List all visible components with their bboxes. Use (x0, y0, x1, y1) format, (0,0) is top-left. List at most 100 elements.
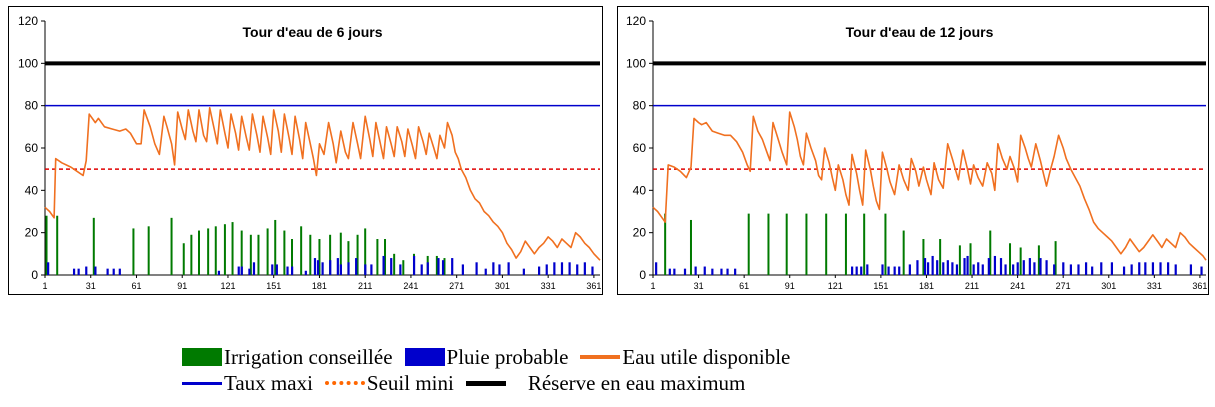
rain-bar (507, 262, 510, 275)
rain-bar (860, 266, 863, 275)
rain-bar (112, 268, 115, 275)
rain-bar (726, 268, 729, 275)
rain-bar (999, 258, 1003, 275)
rain-bar (286, 266, 289, 275)
rain-bar (1045, 260, 1048, 275)
y-tick-label: 40 (633, 183, 647, 197)
irrigation-bar (844, 213, 847, 275)
irrigation-bar (393, 253, 396, 275)
y-tick-label: 60 (25, 141, 39, 155)
irrigation-bar (291, 239, 294, 275)
irrigation-bar (257, 234, 260, 275)
x-tick-label: 91 (177, 281, 187, 291)
legend-label-rain: Pluie probable (446, 344, 569, 369)
rain-bar (1039, 258, 1042, 275)
irrigation-bar (376, 239, 379, 275)
irrigation-bar (92, 217, 95, 275)
rain-bar (955, 264, 959, 275)
rain-bar (851, 266, 854, 275)
rain-bar (475, 262, 478, 275)
irrigation-bar (147, 226, 150, 275)
irrigation-bar (689, 219, 692, 275)
chart-12-days: 0 20 40 60 80 100 120 1 31 61 91 121 151 181 211 241 271… (617, 6, 1209, 295)
legend-row-2: Taux maxi Seuil mini Réserve en eau maxi… (182, 370, 982, 396)
x-tick-label: 331 (1147, 281, 1162, 291)
rain-bar (492, 262, 495, 275)
legend-item-irrigation: Irrigation conseillée (182, 345, 393, 370)
chart-frame (617, 6, 1209, 295)
rain-bar (420, 264, 423, 275)
rain-bar (1062, 262, 1065, 275)
rain-bar (673, 268, 676, 275)
rain-bar (441, 260, 445, 275)
rain-bar (993, 255, 997, 275)
rain-bar (1091, 266, 1094, 275)
rain-bar (364, 264, 367, 275)
legend-swatch-water (580, 355, 621, 359)
irrigation-bar (339, 232, 342, 275)
rain-bar (591, 266, 594, 275)
rain-bar (304, 270, 307, 275)
irrigation-bar (1037, 245, 1040, 275)
rain-bar (1022, 260, 1025, 275)
rain-bar (390, 258, 393, 275)
rain-bar (217, 270, 221, 275)
irrigation-bar (182, 243, 185, 275)
irrigation-bar (300, 226, 303, 275)
rain-bar (412, 255, 416, 275)
rain-bar (942, 262, 945, 275)
rain-bar (1189, 264, 1193, 275)
rain-bar (568, 262, 571, 275)
irrigation-bar (989, 230, 992, 275)
rain-bar (94, 266, 97, 275)
chart-title: Tour d'eau de 6 jours (243, 24, 383, 40)
x-tick-label: 151 (873, 281, 888, 291)
rain-bar (926, 262, 930, 275)
chart-title: Tour d'eau de 12 jours (846, 24, 994, 40)
rain-bar (370, 264, 373, 275)
legend-item-water: Eau utile disponible (580, 345, 790, 370)
rain-bar (106, 268, 109, 275)
irrigation-bar (969, 243, 972, 275)
y-tick-label: 20 (25, 226, 39, 240)
rain-bar (1159, 262, 1162, 275)
rain-bar (355, 258, 358, 275)
legend-label-irrigation: Irrigation conseillée (224, 344, 393, 369)
rain-bar (399, 264, 402, 275)
rain-bar (271, 264, 274, 275)
legend-item-rain: Pluie probable (404, 344, 569, 370)
rain-bar (1016, 262, 1019, 275)
rain-bar (275, 264, 278, 275)
rain-bar (1053, 264, 1056, 275)
rain-bar (908, 264, 911, 275)
rain-bar (118, 268, 121, 275)
irrigation-bar (922, 239, 925, 275)
rain-bar (931, 255, 934, 275)
rain-bar (703, 266, 706, 275)
rain-bar (893, 266, 896, 275)
x-tick-label: 271 (1056, 281, 1071, 291)
rain-bar (1004, 264, 1007, 275)
rain-bar (855, 266, 858, 275)
irrigation-bar (231, 222, 234, 275)
rain-bar (711, 268, 714, 275)
x-tick-label: 61 (739, 281, 749, 291)
rain-bar (916, 260, 919, 275)
irrigation-bar (767, 213, 770, 275)
y-tick-label: 100 (18, 56, 38, 70)
rain-bar (313, 258, 317, 275)
y-tick-label: 0 (639, 268, 646, 282)
irrigation-bar (318, 239, 321, 275)
y-tick-label: 100 (626, 56, 646, 70)
rain-bar (560, 262, 564, 275)
irrigation-bar (266, 228, 269, 275)
irrigation-bar (283, 230, 286, 275)
irrigation-bar (443, 258, 446, 275)
rain-bar (1033, 262, 1036, 275)
legend-swatch-seuil (324, 381, 365, 385)
legend-swatch-reserve (465, 380, 506, 386)
x-tick-label: 31 (86, 281, 96, 291)
rain-bar (668, 268, 671, 275)
y-tick-label: 120 (626, 14, 646, 28)
rain-bar (72, 268, 76, 275)
